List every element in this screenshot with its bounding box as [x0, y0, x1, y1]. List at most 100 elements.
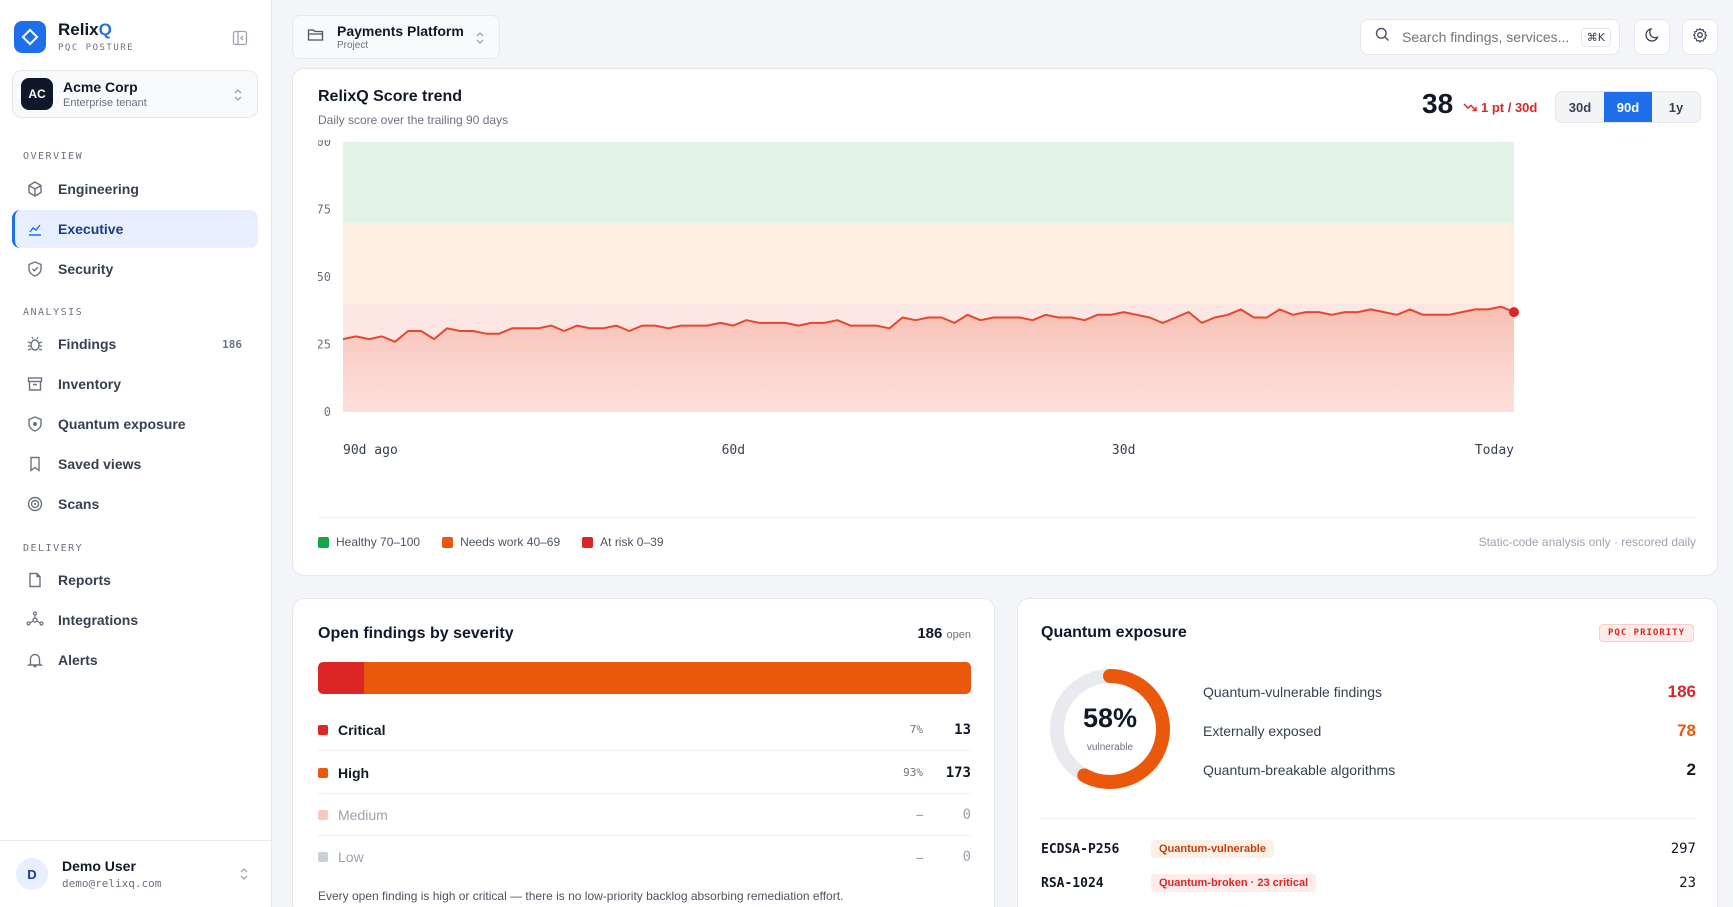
legend-item-at-risk: At risk 0–39 — [582, 535, 664, 549]
moon-icon — [1644, 27, 1660, 48]
pqc-priority-badge: PQC PRIORITY — [1599, 624, 1695, 642]
legend-swatch — [582, 536, 594, 548]
nav-section-overview: OVERVIEW — [23, 151, 84, 162]
brand[interactable]: RelixQ PQC POSTURE — [14, 20, 134, 53]
stat-breakable-algorithms[interactable]: Quantum-breakable algorithms 2 — [1203, 760, 1696, 779]
quantum-exposure-card — [1017, 598, 1718, 907]
quantum-exposure-title: Quantum exposure — [1041, 624, 1187, 641]
chart-icon — [26, 220, 44, 238]
nav-label: Alerts — [58, 652, 98, 668]
range-1y-button[interactable]: 1y — [1668, 99, 1684, 115]
nav-item-scans[interactable]: Scans — [12, 485, 258, 523]
legend-swatch — [318, 536, 329, 548]
stat-externally-exposed[interactable]: Externally exposed 78 — [1203, 721, 1696, 740]
severity-row-medium[interactable]: Medium – 0 — [318, 794, 971, 836]
theme-toggle-button[interactable] — [1634, 19, 1670, 55]
project-name: Payments Platform — [337, 23, 464, 39]
tenant-subtitle: Enterprise tenant — [63, 97, 147, 109]
chart-footnote: Static-code analysis only · rescored dai… — [1478, 535, 1696, 549]
series-area — [343, 306, 1514, 412]
severity-row-high[interactable]: High 93% 173 — [318, 752, 971, 794]
severity-bar-high — [363, 662, 971, 694]
search-box[interactable]: ⌘K — [1360, 19, 1620, 55]
nav-label: Engineering — [58, 181, 139, 197]
range-30d-button[interactable]: 30d — [1568, 99, 1592, 115]
score-delta: 1 pt / 30d — [1463, 100, 1537, 115]
user-email: demo@relixq.com — [62, 877, 162, 890]
settings-button[interactable] — [1682, 19, 1718, 55]
severity-total: 186 open — [917, 625, 971, 642]
y-tick-label: 75 — [318, 203, 331, 217]
nav-item-inventory[interactable]: Inventory — [12, 365, 258, 403]
donut-label: vulnerable — [1086, 742, 1134, 753]
tenant-name: Acme Corp — [63, 79, 138, 95]
nav-item-security[interactable]: Security — [12, 250, 258, 288]
project-switcher[interactable]: Payments Platform Project — [292, 15, 500, 59]
document-icon — [26, 571, 44, 589]
chart-legend: Healthy 70–100 Needs work 40–69 At risk … — [318, 535, 686, 549]
nav-label: Scans — [58, 496, 100, 512]
search-input[interactable] — [1402, 29, 1572, 45]
nav-section-analysis: ANALYSIS — [23, 307, 84, 318]
network-icon — [26, 611, 44, 629]
vulnerable-donut — [1050, 669, 1170, 789]
divider — [318, 517, 1696, 518]
severity-stacked-bar — [318, 662, 971, 694]
y-tick-label: 0 — [324, 405, 331, 419]
nav-item-alerts[interactable]: Alerts — [12, 641, 258, 679]
nav-label: Integrations — [58, 612, 139, 628]
donut-arc — [1050, 669, 1170, 789]
y-tick-label: 25 — [318, 338, 331, 352]
nav-item-findings[interactable]: Findings 186 — [12, 325, 258, 363]
nav-item-engineering[interactable]: Engineering — [12, 170, 258, 208]
search-icon — [1375, 27, 1390, 47]
chevron-up-down-icon — [475, 30, 485, 51]
shield-icon — [26, 415, 44, 433]
series-line — [342, 305, 1515, 343]
trend-down-icon — [1463, 100, 1477, 115]
algorithm-row-rsa[interactable]: RSA-1024 Quantum-broken · 23 critical 23 — [1041, 874, 1696, 892]
nav-item-saved-views[interactable]: Saved views — [12, 445, 258, 483]
score-trend-title: RelixQ Score trend — [318, 88, 463, 105]
legend-item-needs-work: Needs work 40–69 — [442, 535, 560, 549]
tenant-avatar: AC — [21, 78, 53, 110]
severity-row-low[interactable]: Low – 0 — [318, 836, 971, 878]
findings-count-badge: 186 — [222, 337, 242, 351]
brand-name: RelixQ — [58, 20, 112, 39]
target-icon — [26, 495, 44, 513]
legend-swatch — [442, 536, 454, 548]
donut-value: 58% — [1082, 703, 1138, 733]
latest-point — [1509, 307, 1519, 318]
nav-label: Saved views — [58, 456, 142, 472]
nav-label: Quantum exposure — [58, 416, 186, 432]
algorithm-status-tag: Quantum-broken · 23 critical — [1151, 874, 1317, 892]
nav-label: Inventory — [58, 376, 122, 392]
nav-label: Security — [58, 261, 114, 277]
severity-dot — [318, 767, 328, 778]
range-90d-button[interactable]: 90d — [1604, 92, 1652, 122]
severity-row-critical[interactable]: Critical 7% 13 — [318, 709, 971, 751]
brand-tagline: PQC POSTURE — [58, 43, 135, 53]
cube-icon — [26, 180, 44, 198]
stat-vulnerable-findings[interactable]: Quantum-vulnerable findings 186 — [1203, 682, 1696, 701]
nav-item-quantum-exposure[interactable]: Quantum exposure — [12, 405, 258, 443]
current-score: 38 — [1422, 88, 1454, 119]
x-tick-label: 60d — [722, 443, 745, 458]
collapse-sidebar-icon[interactable] — [232, 30, 250, 48]
algorithm-row-ecdsa[interactable]: ECDSA-P256 Quantum-vulnerable 297 — [1041, 840, 1696, 858]
x-tick-label: 90d ago — [343, 443, 398, 458]
algorithm-status-tag: Quantum-vulnerable — [1151, 840, 1274, 858]
bug-icon — [26, 335, 44, 353]
band-0 — [343, 142, 1514, 223]
tenant-switcher[interactable]: AC Acme Corp Enterprise tenant — [12, 70, 258, 118]
user-menu[interactable]: D Demo User demo@relixq.com — [0, 840, 271, 907]
nav-section-delivery: DELIVERY — [23, 543, 84, 554]
nav-item-executive[interactable]: Executive — [12, 210, 258, 248]
severity-dot — [318, 809, 328, 820]
severity-footnote: Every open finding is high or critical —… — [318, 889, 844, 903]
bell-icon — [26, 651, 44, 669]
nav-item-reports[interactable]: Reports — [12, 561, 258, 599]
nav-item-integrations[interactable]: Integrations — [12, 601, 258, 639]
nav-label: Reports — [58, 572, 111, 588]
chevron-up-down-icon — [233, 87, 243, 103]
